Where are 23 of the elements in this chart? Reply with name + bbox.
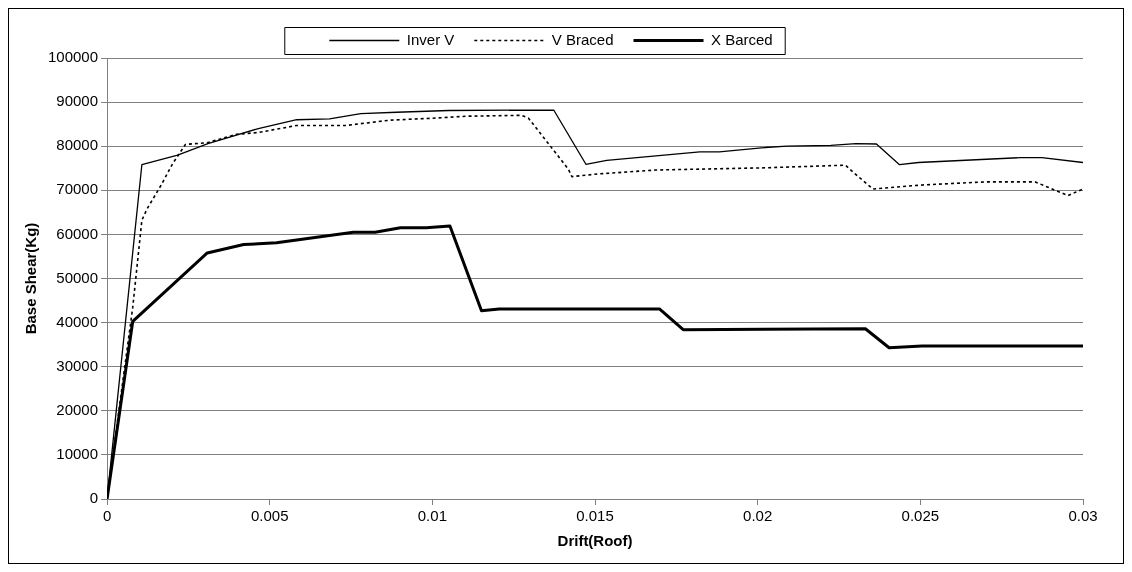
- y-tick-label: 30000: [56, 356, 99, 374]
- y-tick-label: 100000: [47, 48, 99, 66]
- legend-label: V Braced: [551, 30, 614, 48]
- x-tick-label: 0: [102, 507, 112, 525]
- y-tick-label: 90000: [56, 92, 99, 110]
- x-tick-label: 0.03: [1068, 507, 1098, 525]
- x-tick-label: 0.02: [743, 507, 773, 525]
- y-tick-label: 70000: [56, 180, 99, 198]
- y-tick-label: 0: [89, 489, 99, 507]
- y-tick-label: 80000: [56, 136, 99, 154]
- y-tick-label: 10000: [56, 445, 99, 463]
- legend-label: Inver V: [406, 30, 455, 48]
- y-tick-label: 60000: [56, 224, 99, 242]
- x-axis-title: Drift(Roof): [557, 532, 633, 550]
- y-tick-label: 40000: [56, 312, 99, 330]
- y-axis-title: Base Shear(Kg): [22, 222, 40, 335]
- y-tick-label: 50000: [56, 268, 99, 286]
- y-tick-label: 20000: [56, 400, 99, 418]
- x-tick-label: 0.01: [417, 507, 447, 525]
- x-tick-label: 0.025: [901, 507, 940, 525]
- legend-label: X Barced: [711, 30, 773, 48]
- x-tick-label: 0.005: [250, 507, 289, 525]
- x-tick-label: 0.015: [576, 507, 614, 525]
